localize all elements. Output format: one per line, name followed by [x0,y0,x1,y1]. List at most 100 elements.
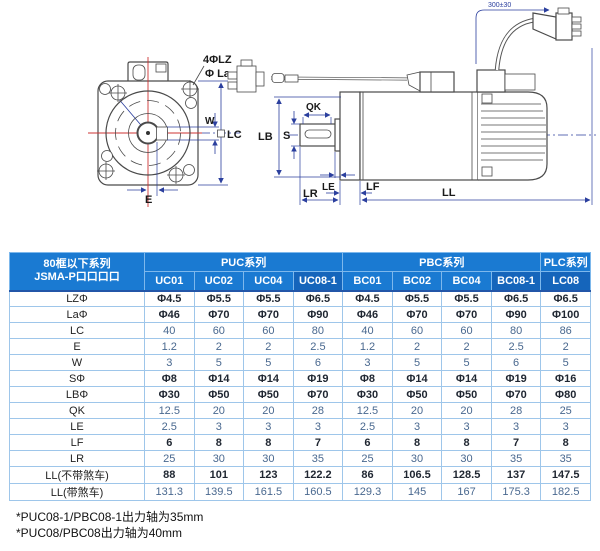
column-header: UC02 [193,271,245,291]
spec-cell: 7 [292,434,344,451]
spec-cell: 3 [243,418,294,435]
spec-cell: 2 [193,338,245,355]
row-label: LL(带煞车) [9,483,145,501]
column-header: BC02 [391,271,443,291]
footnote-1: *PUC08-1/PBC08-1出力轴为35mm [16,510,204,524]
row-label: LL(不带煞车) [9,466,145,484]
footnote-2: *PUC08/PBC08出力轴为40mm [16,526,183,541]
spec-cell: 5 [243,354,294,371]
spec-cell: 2.5 [292,338,344,355]
spec-cell: Φ50 [441,386,492,403]
spec-cell: 145 [391,483,443,501]
spec-cell: 3 [490,418,542,435]
table-row: LC 40 60 60 80 40 60 60 80 86 [9,322,591,339]
spec-cell: Φ90 [490,306,542,323]
label-cable-length: 300±30 [488,2,511,9]
row-label: LZΦ [9,289,145,307]
row-label: SΦ [9,370,145,387]
spec-cell: Φ30 [144,386,195,403]
column-header: BC04 [441,271,492,291]
spec-cell: 3 [391,418,443,435]
spec-cell: Φ14 [391,370,443,387]
spec-cell: 6 [292,354,344,371]
column-header: UC01 [144,271,195,291]
spec-cell: 139.5 [193,483,245,501]
spec-cell: Φ14 [243,370,294,387]
spec-cell: 3 [342,354,393,371]
spec-cell: 30 [441,450,492,467]
spec-cell: 8 [243,434,294,451]
spec-cell: Φ4.5 [342,289,393,307]
spec-cell: Φ19 [292,370,344,387]
spec-cell: 1.2 [342,338,393,355]
spec-cell: 28 [292,402,344,419]
spec-cell: 8 [540,434,591,451]
spec-cell: Φ5.5 [391,289,443,307]
spec-cell: Φ14 [193,370,245,387]
spec-cell: 2 [391,338,443,355]
row-label: QK [9,402,145,419]
table-row: LaΦ Φ46 Φ70 Φ70 Φ90 Φ46 Φ70 Φ70 Φ90 Φ100 [9,306,591,323]
spec-cell: 3 [540,418,591,435]
row-label: LaΦ [9,306,145,323]
spec-cell: 137 [490,466,542,484]
label-la: Φ La [205,68,231,80]
spec-cell: 3 [292,418,344,435]
spec-cell: 25 [144,450,195,467]
footnotes: *PUC08-1/PBC08-1出力轴为35mm *PUC08/PBC08出力轴… [16,509,600,541]
group-header: PUC系列 [143,252,344,272]
spec-cell: Φ70 [292,386,344,403]
spec-cell: 60 [193,322,245,339]
spec-cell: 35 [292,450,344,467]
spec-cell: Φ5.5 [243,289,294,307]
row-label: W [9,354,145,371]
spec-cell: Φ6.5 [540,289,591,307]
spec-cell: Φ5.5 [193,289,245,307]
spec-cell: 161.5 [243,483,294,501]
spec-cell: 122.2 [292,466,344,484]
label-ll: LL [442,187,456,199]
column-header: BC01 [342,271,393,291]
spec-cell: Φ16 [540,370,591,387]
spec-cell: 5 [391,354,443,371]
label-s: S [283,130,290,142]
spec-cell: 101 [193,466,245,484]
spec-cell: 2.5 [342,418,393,435]
label-qk: QK [306,102,322,113]
table-row: LF 6 8 8 7 6 8 8 7 8 [9,434,591,451]
spec-cell: 5 [540,354,591,371]
spec-cell: 35 [540,450,591,467]
row-label: E [9,338,145,355]
spec-cell: 88 [144,466,195,484]
label-lr: LR [303,188,318,200]
spec-cell: 20 [391,402,443,419]
spec-cell: Φ6.5 [292,289,344,307]
corner-header: 80框以下系列 JSMA-P口口口口 [9,252,145,291]
spec-cell: 6 [490,354,542,371]
spec-cell: Φ50 [391,386,443,403]
spec-cell: Φ6.5 [490,289,542,307]
spec-cell: 3 [144,354,195,371]
spec-cell: Φ4.5 [144,289,195,307]
spec-cell: 175.3 [490,483,542,501]
spec-cell: Φ70 [243,306,294,323]
spec-cell: 40 [342,322,393,339]
table-row: QK 12.5 20 20 28 12.5 20 20 28 25 [9,402,591,419]
spec-cell: 30 [193,450,245,467]
column-header: LC08 [540,271,591,291]
table-row: E 1.2 2 2 2.5 1.2 2 2 2.5 2 [9,338,591,355]
spec-cell: 86 [342,466,393,484]
spec-cell: 60 [391,322,443,339]
spec-cell: Φ70 [490,386,542,403]
spec-cell: 160.5 [292,483,344,501]
spec-cell: 128.5 [441,466,492,484]
table-row: LR 25 30 30 35 25 30 30 35 35 [9,450,591,467]
spec-cell: 30 [243,450,294,467]
spec-cell: 80 [490,322,542,339]
spec-cell: 2 [243,338,294,355]
spec-cell: 106.5 [391,466,443,484]
column-header: UC04 [243,271,294,291]
spec-cell: 30 [391,450,443,467]
